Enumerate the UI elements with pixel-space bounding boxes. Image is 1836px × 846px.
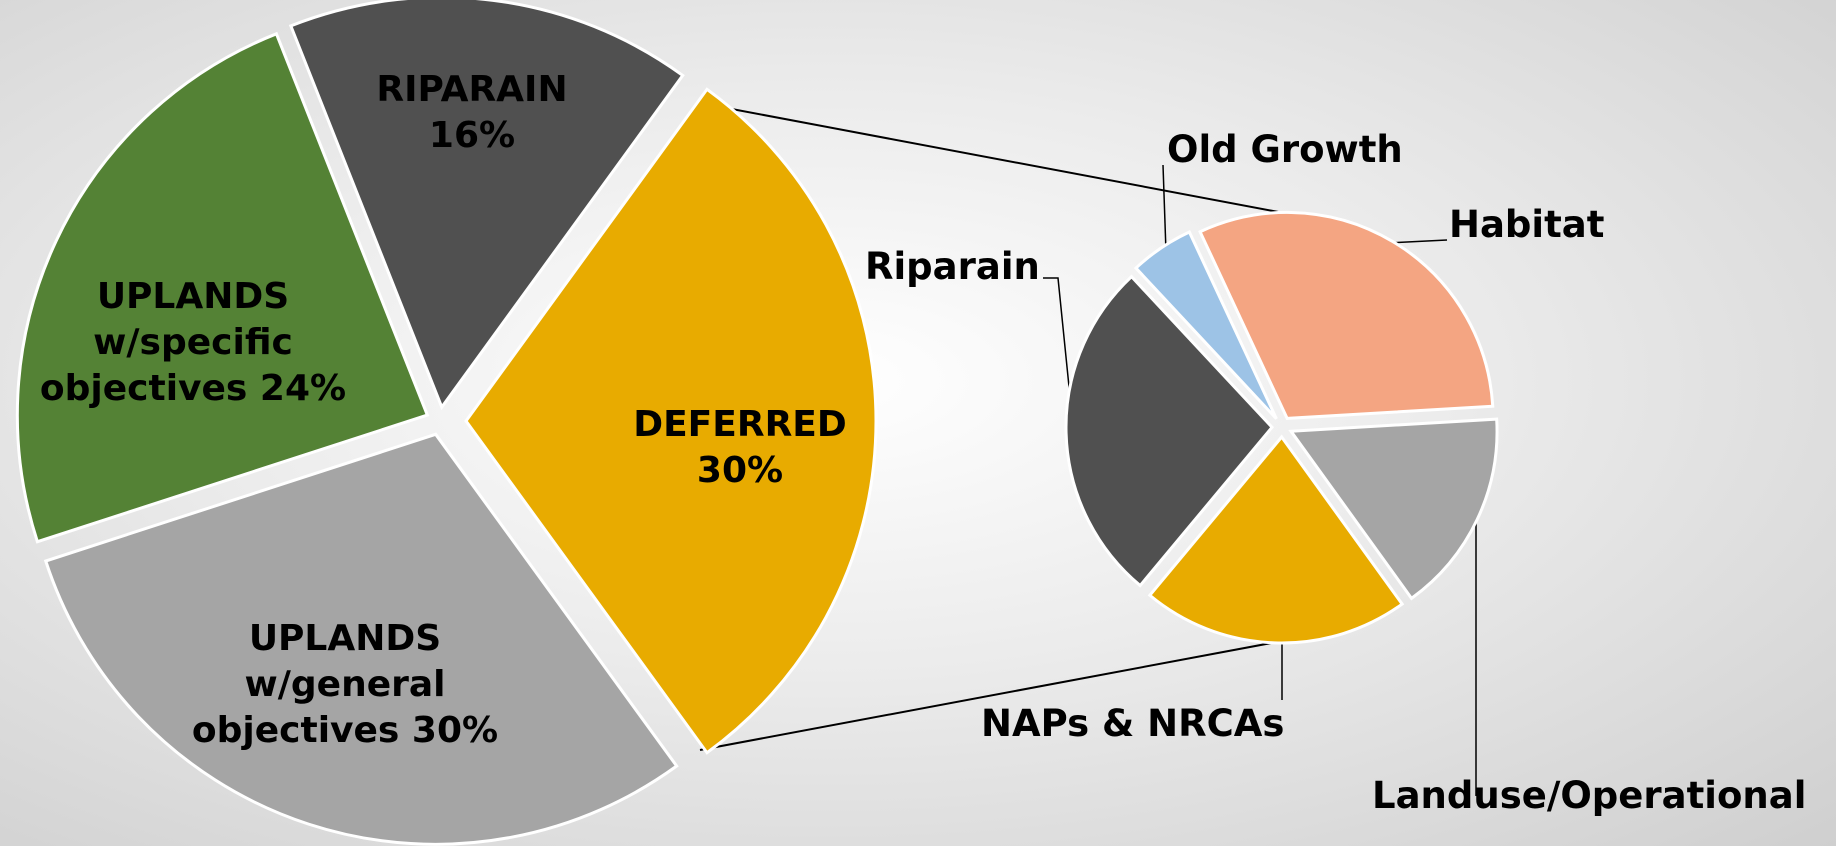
slice-label: RIPARAIN 16% bbox=[332, 67, 612, 159]
slices bbox=[15, 0, 1499, 846]
category-label: UPLANDS w/specific objectives bbox=[39, 276, 293, 409]
pie-slice bbox=[1064, 274, 1274, 588]
category-label: UPLANDS w/general objectives bbox=[191, 618, 446, 751]
pie-slice bbox=[288, 0, 685, 411]
slice-label: UPLANDS w/specific objectives 24% bbox=[3, 274, 383, 412]
slice-label: UPLANDS w/general objectives 30% bbox=[155, 616, 535, 754]
leader-line bbox=[1043, 277, 1075, 437]
value-label: 30% bbox=[411, 710, 499, 751]
leader-line bbox=[1162, 164, 1167, 253]
connector-line bbox=[699, 102, 1306, 218]
pie-slice bbox=[1133, 230, 1278, 420]
value-label: 16% bbox=[428, 115, 516, 156]
category-label: DEFERRED bbox=[633, 404, 847, 445]
leader-line bbox=[1387, 239, 1448, 244]
pie-slice bbox=[1288, 417, 1499, 601]
pie-slice bbox=[15, 31, 430, 544]
pie-slice bbox=[464, 87, 878, 755]
value-label: 30% bbox=[696, 450, 784, 491]
value-label: 24% bbox=[259, 368, 347, 409]
leaders bbox=[1043, 164, 1477, 796]
slice-label: Landuse/Operational bbox=[1372, 774, 1807, 817]
slice-label: NAPs & NRCAs bbox=[981, 702, 1285, 745]
connectors bbox=[699, 102, 1306, 751]
slice-label: Habitat bbox=[1449, 203, 1605, 246]
slice-label: Riparain bbox=[865, 245, 1040, 288]
pie-slice bbox=[1198, 210, 1495, 420]
category-label: RIPARAIN bbox=[376, 69, 568, 110]
pie-slice bbox=[1147, 434, 1405, 645]
slice-label: Old Growth bbox=[1167, 128, 1403, 171]
connector-line bbox=[699, 637, 1299, 751]
slice-label: DEFERRED 30% bbox=[610, 402, 870, 494]
pie-slice bbox=[43, 432, 679, 846]
